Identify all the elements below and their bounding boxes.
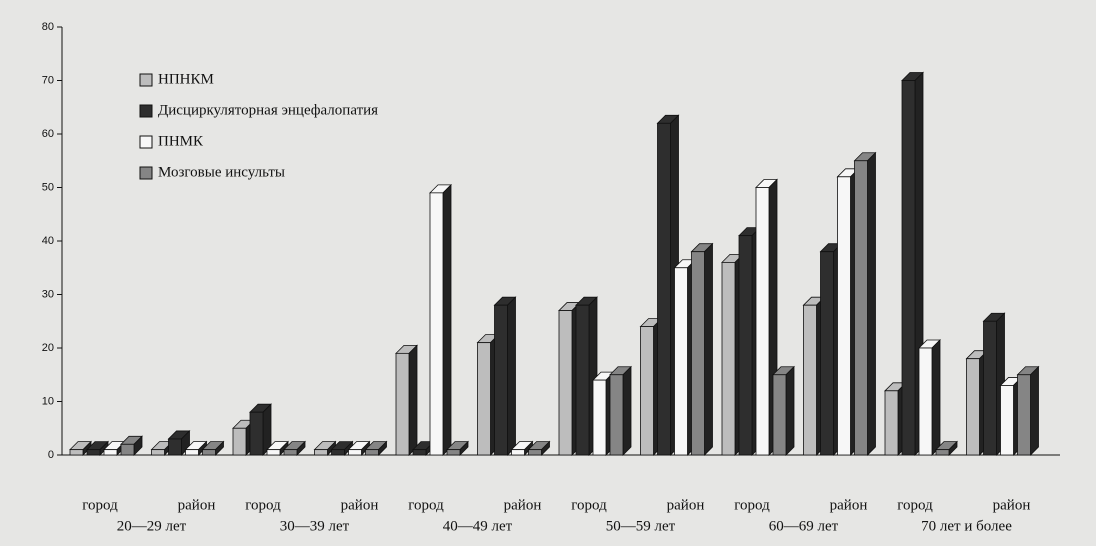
bar — [330, 440, 354, 456]
x-tick-label: район — [178, 497, 216, 513]
group-label: 30—39 лет — [280, 518, 350, 534]
legend-label: Мозговые инсульты — [158, 164, 285, 180]
group-label: 50—59 лет — [606, 518, 676, 534]
bar — [1016, 365, 1040, 456]
bar — [935, 440, 958, 456]
y-tick-label: 0 — [48, 449, 54, 461]
x-tick-label: район — [504, 497, 542, 513]
x-tick-label: город — [571, 497, 607, 513]
bar — [429, 183, 452, 456]
y-tick-label: 20 — [42, 342, 54, 354]
legend-swatch — [139, 166, 153, 180]
bar — [853, 151, 877, 456]
bar — [313, 440, 337, 456]
legend-swatch — [139, 73, 153, 87]
y-tick-label: 60 — [42, 128, 54, 140]
bar — [201, 440, 225, 456]
bar — [918, 339, 941, 456]
bar — [446, 440, 469, 456]
x-tick-label: район — [830, 497, 868, 513]
bar — [364, 440, 388, 456]
group-label: 40—49 лет — [443, 518, 513, 534]
bar — [772, 365, 795, 456]
y-tick-label: 40 — [42, 235, 54, 247]
bar — [690, 242, 714, 456]
x-tick-label: город — [897, 497, 933, 513]
x-tick-label: город — [734, 497, 770, 513]
group-label: 70 лет и более — [921, 518, 1012, 534]
group-label: 20—29 лет — [117, 518, 187, 534]
x-tick-label: город — [245, 497, 281, 513]
legend-label: ПНМК — [158, 133, 204, 149]
bar — [609, 365, 632, 456]
x-tick-label: город — [82, 497, 118, 513]
bar — [184, 440, 208, 456]
bar — [120, 435, 143, 456]
x-tick-label: район — [341, 497, 379, 513]
y-tick-label: 30 — [42, 288, 54, 300]
x-tick-label: район — [667, 497, 705, 513]
legend-label: Дисциркуляторная энцефалопатия — [158, 102, 378, 118]
bar — [527, 440, 551, 456]
y-tick-label: 80 — [42, 21, 54, 33]
legend-label: НПНКМ — [158, 71, 214, 87]
legend-swatch — [139, 135, 153, 149]
bar — [69, 440, 92, 456]
bar — [347, 440, 371, 456]
x-tick-label: город — [408, 497, 444, 513]
legend-swatch — [139, 104, 153, 118]
group-label: 60—69 лет — [769, 518, 839, 534]
bar — [395, 344, 418, 456]
bar — [283, 440, 306, 456]
y-tick-label: 70 — [42, 74, 54, 86]
bar — [249, 403, 272, 456]
bar — [493, 296, 517, 456]
y-tick-label: 10 — [42, 395, 54, 407]
y-tick-label: 50 — [42, 181, 54, 193]
x-tick-label: район — [993, 497, 1031, 513]
